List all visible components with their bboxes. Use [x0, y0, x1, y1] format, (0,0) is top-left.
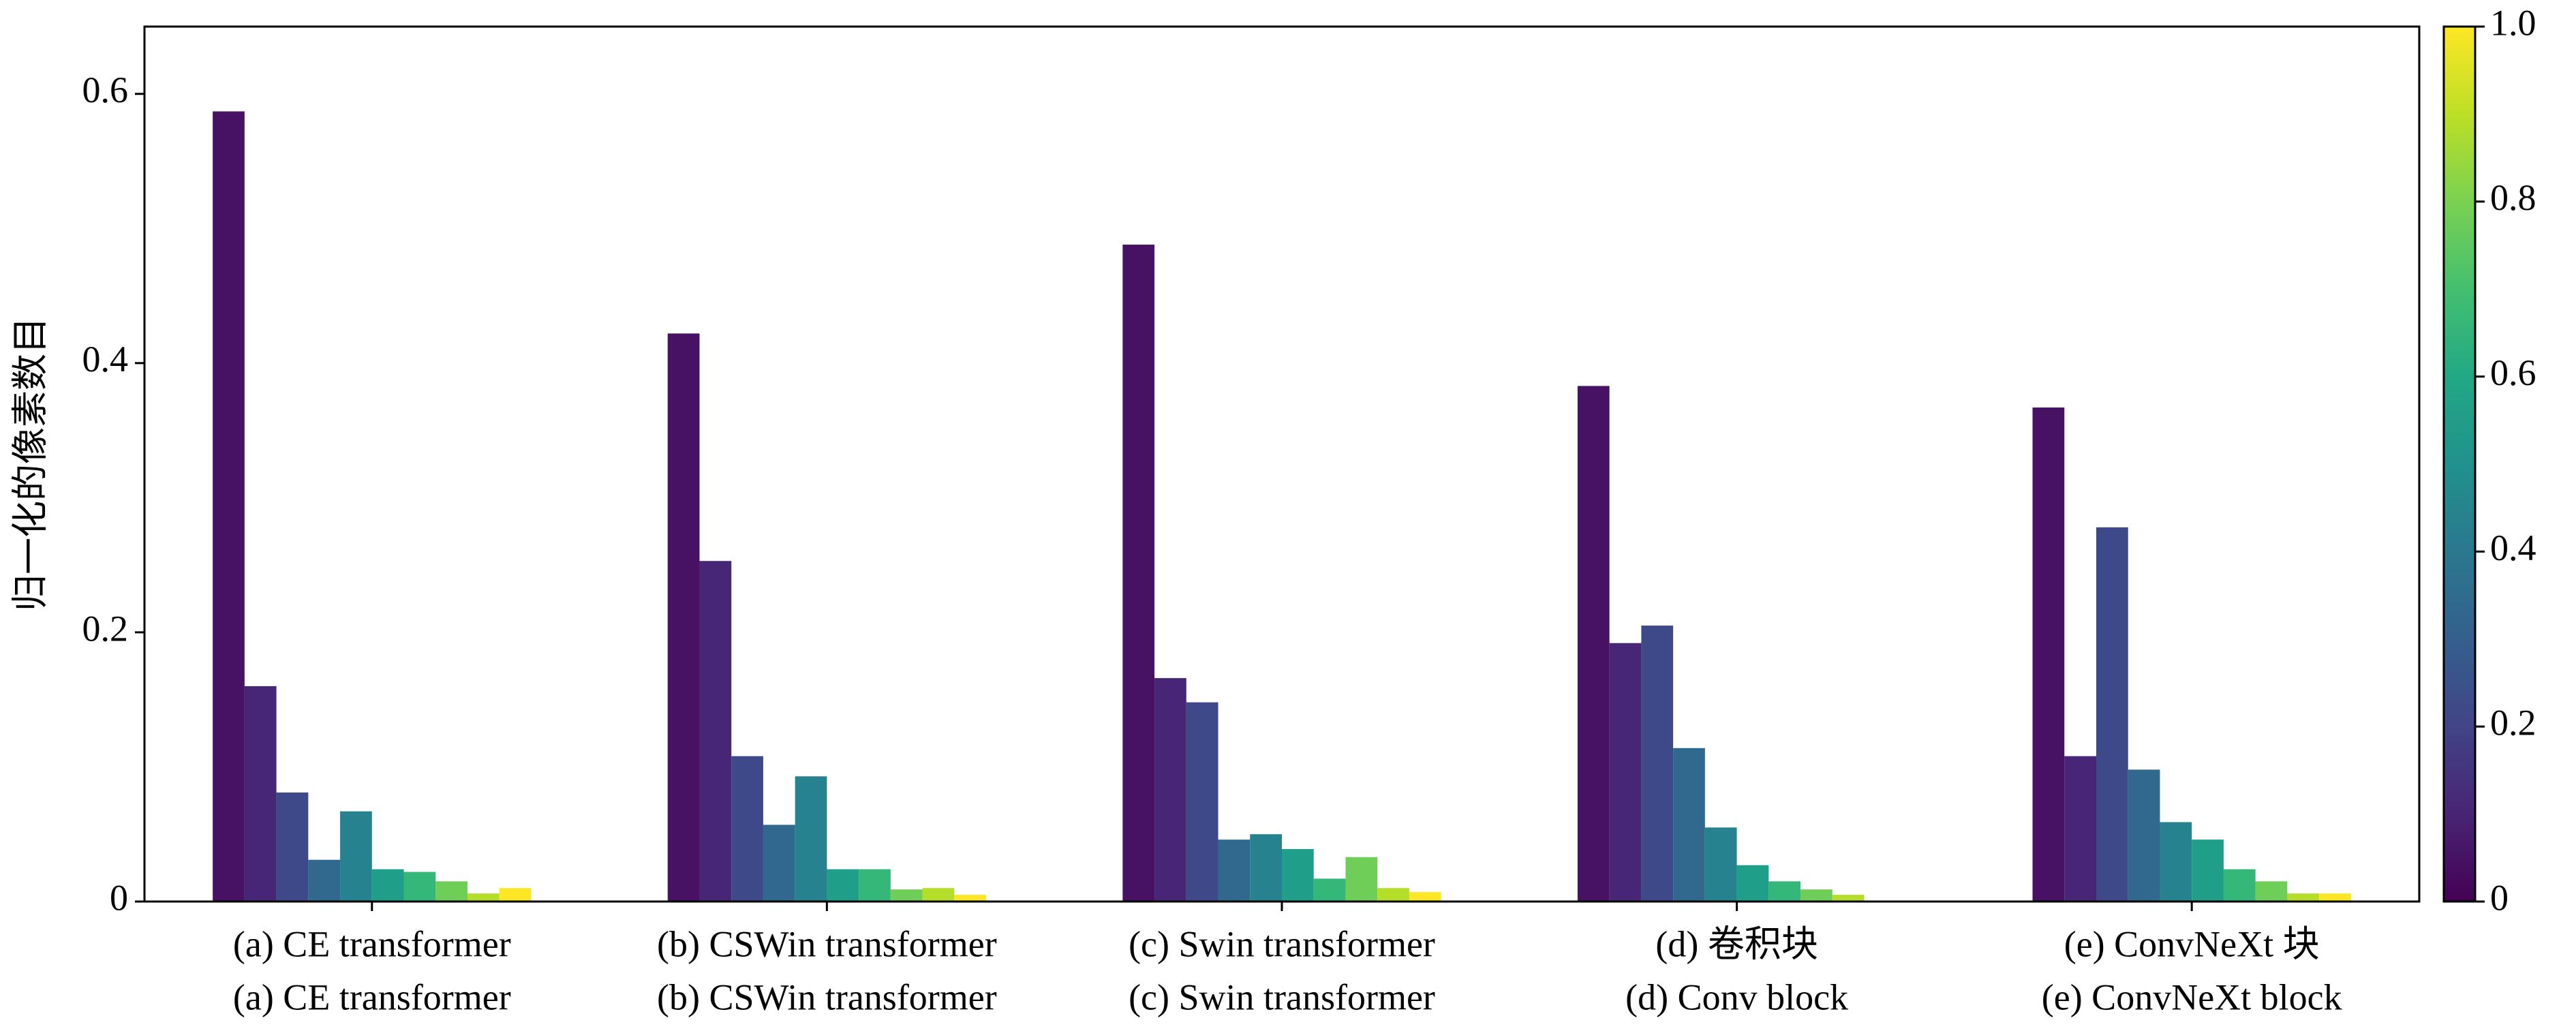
x-tick-label: (d) Conv block	[1625, 976, 1848, 1017]
bar	[2319, 893, 2351, 902]
bar	[2160, 822, 2192, 902]
bar	[1641, 626, 1674, 902]
bar	[795, 776, 827, 902]
x-tick-label: (a) CE transformer	[233, 976, 511, 1017]
colorbar-tick-label: 0	[2490, 877, 2509, 918]
bar	[2064, 756, 2097, 902]
y-tick-label: 0.4	[82, 339, 129, 380]
x-tick-label: (e) ConvNeXt 块	[2064, 923, 2320, 964]
bar	[340, 811, 372, 902]
x-tick-label: (b) CSWin transformer	[657, 976, 997, 1017]
bar	[1218, 840, 1251, 902]
bar	[731, 756, 763, 902]
bar	[2032, 407, 2065, 902]
bar	[1800, 889, 1833, 902]
bar	[2128, 769, 2160, 902]
x-tick-label: (a) CE transformer	[233, 923, 511, 964]
colorbar-tick-label: 0.8	[2490, 177, 2536, 218]
bar	[1282, 848, 1314, 902]
bar	[922, 888, 955, 902]
bar	[1313, 878, 1346, 902]
bar	[371, 869, 404, 902]
bar	[1345, 857, 1378, 902]
y-tick-label: 0	[110, 877, 128, 918]
bar	[890, 889, 923, 902]
colorbar-tick-label: 1.0	[2490, 2, 2536, 43]
bar	[1736, 865, 1769, 902]
y-tick-label: 0.6	[82, 70, 129, 110]
bar	[308, 859, 341, 902]
bar	[1577, 386, 1610, 902]
bar	[467, 893, 500, 902]
bar	[2287, 893, 2320, 902]
colorbar	[2442, 25, 2477, 903]
bar	[954, 895, 987, 902]
bar	[1768, 881, 1801, 902]
bar	[699, 561, 732, 902]
bar	[763, 825, 795, 902]
bar	[2223, 869, 2256, 902]
bar	[499, 888, 532, 902]
bar	[435, 881, 467, 902]
plot-frame	[143, 25, 2421, 903]
x-tick-label: (c) Swin transformer	[1129, 923, 1435, 964]
colorbar-tick-label: 0.6	[2490, 352, 2536, 393]
colorbar-tick-label: 0.4	[2490, 527, 2536, 568]
bar	[403, 872, 436, 902]
bar	[276, 792, 309, 902]
bar	[2192, 840, 2224, 902]
bar	[859, 869, 891, 902]
x-tick-label: (b) CSWin transformer	[657, 923, 997, 964]
bar	[667, 333, 700, 902]
bar	[1409, 892, 1441, 902]
bar	[1250, 834, 1282, 902]
colorbar-tick-label: 0.2	[2490, 703, 2536, 743]
bar	[1154, 678, 1186, 902]
x-tick-label: (e) ConvNeXt block	[2042, 976, 2342, 1017]
bar	[1673, 748, 1705, 902]
bar	[1377, 888, 1409, 902]
bar	[213, 111, 245, 902]
bar	[1704, 827, 1737, 902]
bar	[2255, 881, 2288, 902]
bar	[827, 869, 859, 902]
bar	[1832, 895, 1865, 902]
bar	[1609, 643, 1642, 902]
bar	[2096, 527, 2128, 902]
bar	[1122, 245, 1155, 902]
y-tick-label: 0.2	[82, 608, 129, 649]
x-tick-label: (c) Swin transformer	[1129, 976, 1435, 1017]
y-axis-label: 归一化的像素数目	[10, 317, 50, 611]
bar	[244, 686, 277, 902]
x-tick-label: (d) 卷积块	[1655, 923, 1818, 964]
bar	[1186, 702, 1218, 902]
